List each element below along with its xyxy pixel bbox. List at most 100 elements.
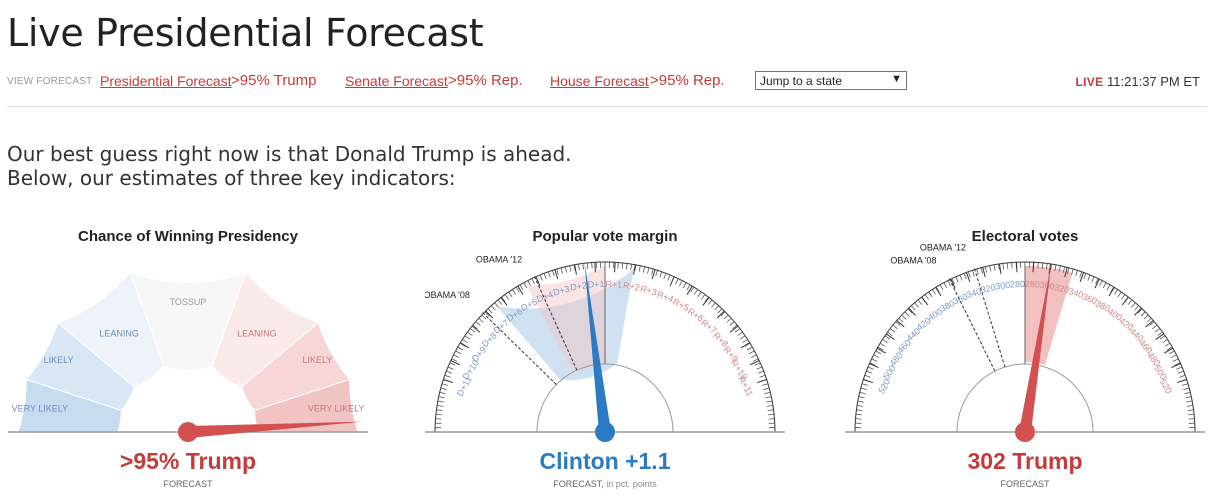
tick-label: 300 xyxy=(995,280,1011,292)
minor-tick xyxy=(1087,274,1091,281)
minor-tick xyxy=(638,265,641,272)
minor-tick xyxy=(490,305,496,311)
minor-tick xyxy=(869,362,876,366)
minor-tick xyxy=(467,331,473,336)
electoral-votes-value: 302 Trump xyxy=(967,448,1083,474)
minor-tick xyxy=(947,280,951,287)
major-tick xyxy=(1108,287,1115,297)
minor-tick xyxy=(1067,267,1070,274)
popular-vote-gauge: D+11 D+10 D+9 D+8 D+7 D+6 D+5 D+4 D+3 D+2 D+1 R+1 R+… xyxy=(425,224,785,499)
major-tick xyxy=(729,325,739,333)
tick-label: 280 xyxy=(1025,279,1040,290)
minor-tick xyxy=(578,264,580,271)
minor-tick xyxy=(744,342,751,347)
house-forecast-link[interactable]: House Forecast xyxy=(550,73,649,89)
tick-label: R+1 xyxy=(605,279,622,290)
minor-tick xyxy=(472,324,478,330)
major-tick xyxy=(1134,307,1142,316)
minor-tick xyxy=(497,299,503,305)
major-tick xyxy=(443,378,453,384)
chance-forecast-label: FORECAST xyxy=(163,479,213,489)
minor-tick xyxy=(675,278,679,285)
minor-tick xyxy=(1054,264,1057,271)
minor-tick xyxy=(980,267,983,274)
minor-tick xyxy=(879,342,886,347)
minor-tick xyxy=(1127,299,1133,305)
major-tick xyxy=(757,378,767,384)
minor-tick xyxy=(873,354,880,358)
minor-tick xyxy=(711,302,716,308)
minor-tick xyxy=(1187,409,1194,411)
minor-tick xyxy=(898,317,904,323)
minor-tick xyxy=(1134,305,1140,311)
minor-tick xyxy=(901,314,907,320)
jump-select-value: Jump to a state xyxy=(760,74,843,88)
minor-tick xyxy=(860,387,867,390)
major-tick xyxy=(702,297,710,306)
minor-tick xyxy=(1168,350,1175,355)
minor-tick xyxy=(1058,265,1061,272)
minor-tick xyxy=(951,278,955,285)
minor-tick xyxy=(647,267,650,274)
minor-tick xyxy=(1113,289,1118,295)
minor-tick xyxy=(748,350,755,355)
minor-tick xyxy=(1083,273,1087,280)
uncertainty-band-outer xyxy=(496,268,634,380)
tick-label: D+1 xyxy=(588,279,605,290)
minor-tick xyxy=(967,271,971,278)
live-clock: LIVE 11:21:37 PM ET xyxy=(1076,74,1200,89)
presidential-forecast-link[interactable]: Presidential Forecast xyxy=(100,73,232,89)
minor-tick xyxy=(1140,311,1146,317)
major-tick xyxy=(935,287,942,297)
minor-tick xyxy=(875,350,882,355)
chance-gauge-title: Chance of Winning Presidency xyxy=(78,228,298,245)
tick-label: 320 xyxy=(980,282,997,295)
major-tick xyxy=(885,333,895,340)
minor-tick xyxy=(508,291,513,298)
minor-tick xyxy=(1176,366,1183,370)
minor-tick xyxy=(720,311,726,317)
minor-tick xyxy=(697,291,702,298)
minor-tick xyxy=(959,274,963,281)
zone-label: LEANING xyxy=(237,329,277,339)
major-tick xyxy=(896,320,905,328)
view-forecast-label: VIEW FORECAST xyxy=(7,76,93,87)
major-tick xyxy=(594,262,596,273)
tick-label: R+2 xyxy=(622,280,640,292)
zone-label: LEANING xyxy=(99,329,139,339)
minor-tick xyxy=(501,296,506,303)
minor-tick xyxy=(855,413,862,416)
senate-forecast-link[interactable]: Senate Forecast xyxy=(345,73,448,89)
needle xyxy=(187,421,363,438)
minor-tick xyxy=(435,413,442,416)
minor-tick xyxy=(732,324,738,330)
minor-tick xyxy=(1182,383,1189,386)
minor-tick xyxy=(449,362,456,366)
minor-tick xyxy=(552,270,555,277)
electoral-forecast-label: FORECAST xyxy=(1000,479,1050,489)
forecast-nav: VIEW FORECAST Presidential Forecast >95%… xyxy=(7,70,1207,94)
minor-tick xyxy=(750,354,757,358)
minor-tick xyxy=(441,383,448,386)
popular-vote-value: Clinton +1.1 xyxy=(539,448,671,474)
major-tick xyxy=(869,363,879,368)
history-marker-label: OBAMA '08 xyxy=(890,255,936,265)
major-tick xyxy=(965,272,971,282)
jump-to-state-select[interactable]: Jump to a state ▼ xyxy=(755,71,907,90)
minor-tick xyxy=(1162,339,1168,344)
minor-tick xyxy=(690,286,695,293)
minor-tick xyxy=(642,266,646,273)
minor-tick xyxy=(766,400,773,403)
chance-value: >95% Trump xyxy=(119,448,257,474)
major-tick xyxy=(574,264,577,275)
minor-tick xyxy=(763,387,770,390)
major-tick xyxy=(921,296,929,306)
minor-tick xyxy=(693,289,698,295)
header-divider xyxy=(7,106,1207,107)
minor-tick xyxy=(459,342,466,347)
minor-tick xyxy=(573,264,576,271)
minor-tick xyxy=(1046,263,1048,270)
major-tick xyxy=(1171,363,1181,368)
minor-tick xyxy=(887,331,893,336)
minor-tick xyxy=(877,346,884,351)
